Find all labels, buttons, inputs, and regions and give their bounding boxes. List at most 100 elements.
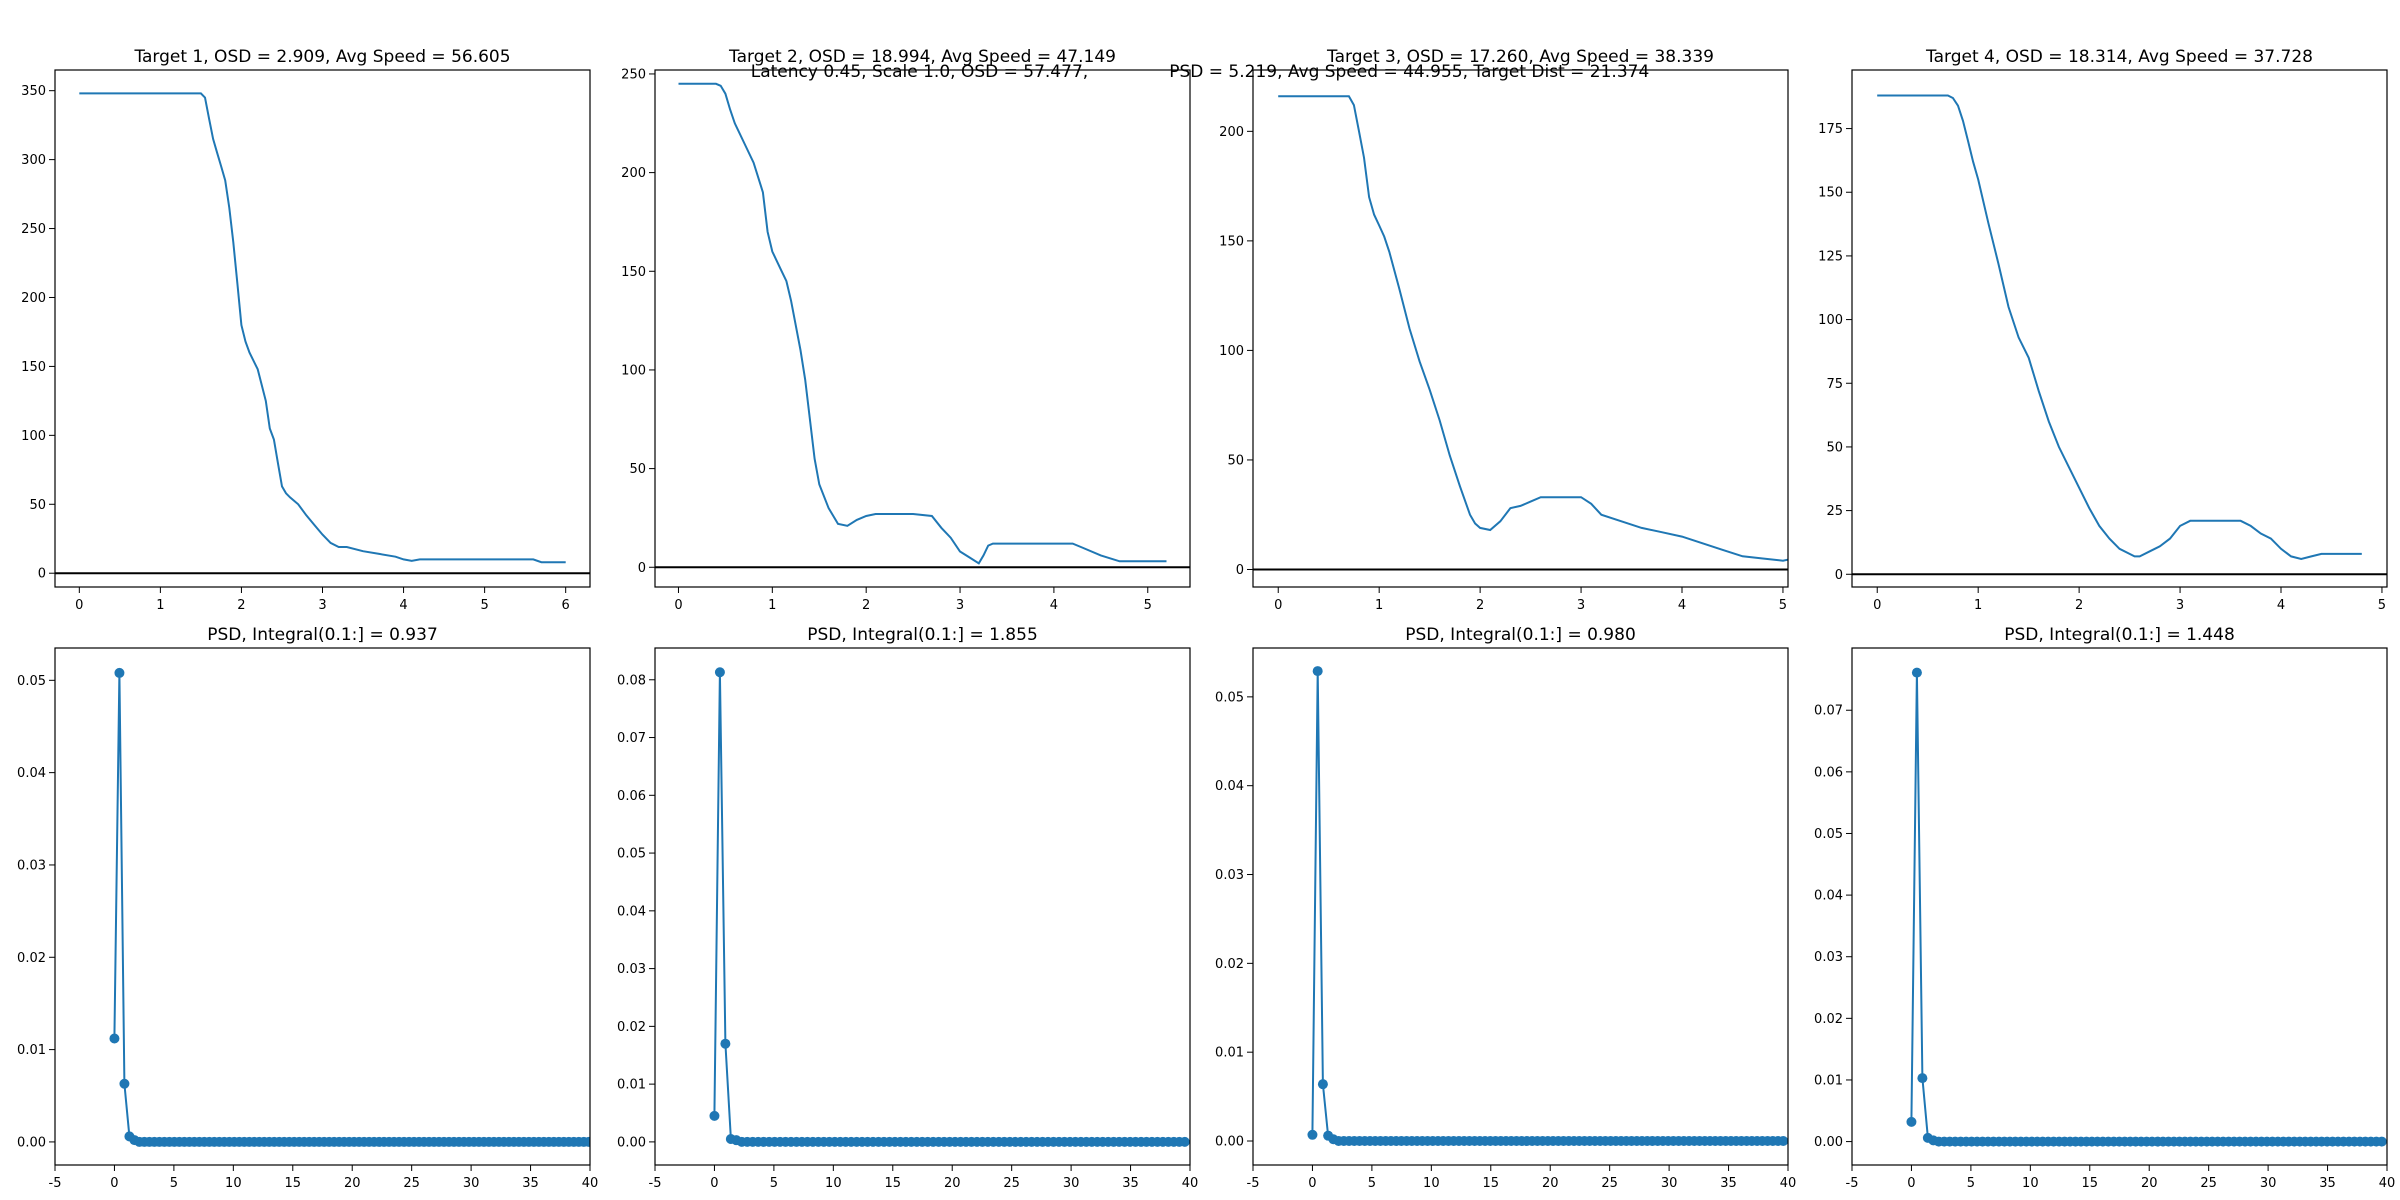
- x-tick-label: 5: [480, 598, 488, 613]
- y-tick-label: 150: [1219, 234, 1244, 249]
- y-tick-label: 0.03: [17, 858, 46, 873]
- data-point: [114, 667, 125, 678]
- y-tick-label: 0.03: [1814, 950, 1843, 965]
- subplot-7: PSD, Integral(0.1:] = 0.980 -5 0 5 10 15 20 25 3…: [1215, 625, 1796, 1191]
- axes-frame: [1252, 647, 1789, 1166]
- subplot-title: Target 2, OSD = 18.994, Avg Speed = 47.1…: [728, 47, 1116, 67]
- x-tick-label: 0: [1274, 598, 1282, 613]
- y-tick-label: 0.03: [617, 962, 646, 977]
- x-tick-label: 5: [170, 1176, 178, 1191]
- x-tick-label: -5: [1846, 1176, 1859, 1191]
- axes-frame: [654, 69, 1191, 588]
- plot-area: [1253, 95, 1788, 571]
- x-tick-label: 40: [2379, 1176, 2396, 1191]
- y-tick-label: 0.01: [1814, 1073, 1843, 1088]
- x-tick-label: 25: [1601, 1176, 1618, 1191]
- data-point: [1307, 1129, 1318, 1140]
- figure-suptitle: Latency 0.45, Scale 1.0, OSD = 57.477, P…: [0, 20, 2400, 104]
- subplot-title: Target 4, OSD = 18.314, Avg Speed = 37.7…: [1925, 47, 2313, 67]
- x-tick-label: 4: [399, 598, 407, 613]
- axes-frame: [54, 69, 591, 588]
- series-line: [713, 672, 1185, 1143]
- x-tick-label: 0: [710, 1176, 718, 1191]
- subplot-title: PSD, Integral(0.1:] = 0.980: [1405, 625, 1636, 645]
- x-tick-label: 5: [1779, 598, 1787, 613]
- x-tick-label: 35: [1122, 1176, 1139, 1191]
- x-tick-label: 4: [1678, 598, 1686, 613]
- x-tick-label: 3: [1577, 598, 1585, 613]
- x-tick-label: -5: [1247, 1176, 1260, 1191]
- y-tick-label: 250: [621, 67, 646, 82]
- plot-area: [1852, 94, 2387, 576]
- axes-frame: [54, 647, 591, 1166]
- data-point: [119, 1078, 130, 1089]
- y-tick-label: 0.07: [617, 731, 646, 746]
- data-point: [1179, 1136, 1190, 1147]
- y-tick-label: 150: [1818, 186, 1843, 201]
- x-tick-label: 30: [1661, 1176, 1678, 1191]
- plot-area: [109, 667, 590, 1147]
- y-tick-label: 0.01: [17, 1043, 46, 1058]
- x-tick-label: 6: [562, 598, 570, 613]
- y-tick-label: 300: [21, 153, 46, 168]
- x-tick-label: 30: [463, 1176, 480, 1191]
- x-tick-label: 1: [1375, 598, 1383, 613]
- x-tick-label: 0: [1907, 1176, 1915, 1191]
- x-tick-label: 30: [1063, 1176, 1080, 1191]
- data-point: [1317, 1079, 1328, 1090]
- y-tick-label: 50: [1826, 440, 1843, 455]
- y-tick-label: 0: [638, 561, 646, 576]
- y-tick-label: 0.05: [1215, 690, 1244, 705]
- x-tick-label: 20: [1542, 1176, 1559, 1191]
- y-tick-label: 0.05: [617, 847, 646, 862]
- x-tick-label: 15: [285, 1176, 302, 1191]
- x-tick-label: 25: [1003, 1176, 1020, 1191]
- subplot-title: PSD, Integral(0.1:] = 1.855: [807, 625, 1038, 645]
- subplot-6: PSD, Integral(0.1:] = 1.855 -5 0 5 10 15 20 25 3…: [617, 625, 1198, 1191]
- x-tick-label: 3: [318, 598, 326, 613]
- x-tick-label: 0: [75, 598, 83, 613]
- y-tick-label: 250: [21, 222, 46, 237]
- data-point: [1911, 667, 1922, 678]
- x-tick-label: 3: [2176, 598, 2184, 613]
- y-tick-label: 200: [621, 166, 646, 181]
- x-tick-label: 30: [2260, 1176, 2277, 1191]
- x-tick-label: 15: [885, 1176, 902, 1191]
- y-tick-label: 200: [1219, 125, 1244, 140]
- plot-area: [55, 92, 590, 575]
- x-tick-label: 5: [1368, 1176, 1376, 1191]
- y-tick-label: 0.04: [1814, 889, 1843, 904]
- x-tick-label: 40: [582, 1176, 599, 1191]
- y-tick-label: 150: [21, 360, 46, 375]
- data-point: [2376, 1136, 2387, 1147]
- y-tick-label: 75: [1826, 377, 1843, 392]
- x-tick-label: 4: [1050, 598, 1058, 613]
- x-tick-label: 35: [522, 1176, 539, 1191]
- subplot-5: PSD, Integral(0.1:] = 0.937 -5 0 5 10 15 20 25 3…: [17, 625, 598, 1191]
- subplot-title: Target 3, OSD = 17.260, Avg Speed = 38.3…: [1326, 47, 1714, 67]
- axes-frame: [654, 647, 1191, 1166]
- subplot-8: PSD, Integral(0.1:] = 1.448 -5 0 5 10 15 20 25 3…: [1814, 625, 2395, 1191]
- y-tick-label: 0: [1835, 568, 1843, 583]
- x-tick-label: 25: [2200, 1176, 2217, 1191]
- y-tick-label: 0.04: [617, 904, 646, 919]
- x-tick-label: 40: [1182, 1176, 1199, 1191]
- y-tick-label: 0.08: [617, 673, 646, 688]
- x-tick-label: -5: [649, 1176, 662, 1191]
- x-tick-label: 5: [1967, 1176, 1975, 1191]
- x-tick-label: 35: [2319, 1176, 2336, 1191]
- series-line: [79, 92, 566, 564]
- data-point: [1906, 1116, 1917, 1127]
- x-tick-label: 2: [862, 598, 870, 613]
- y-tick-label: 0.02: [617, 1020, 646, 1035]
- data-point: [720, 1038, 731, 1049]
- y-tick-label: 0.05: [17, 674, 46, 689]
- y-tick-label: 150: [621, 265, 646, 280]
- x-tick-label: -5: [49, 1176, 62, 1191]
- y-tick-label: 0.06: [617, 789, 646, 804]
- x-tick-label: 0: [110, 1176, 118, 1191]
- series-line: [1311, 671, 1784, 1142]
- plot-area: [655, 82, 1190, 569]
- y-tick-label: 0.03: [1215, 868, 1244, 883]
